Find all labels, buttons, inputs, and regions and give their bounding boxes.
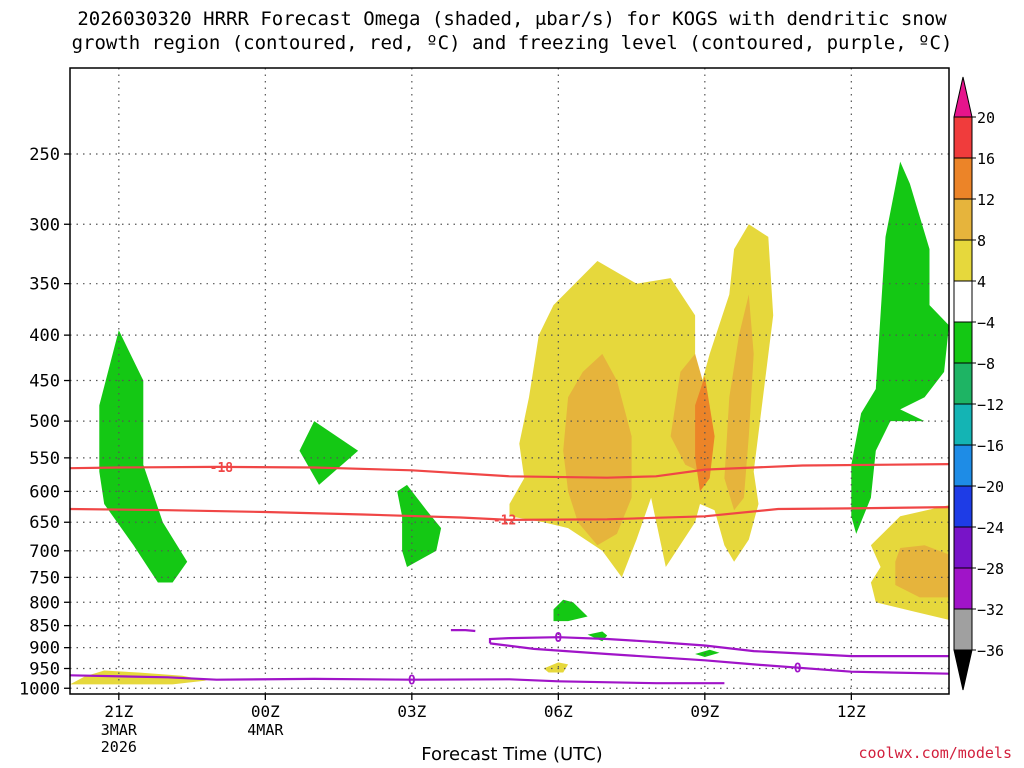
contour-line-2 [70, 674, 725, 685]
contour-line-1 [70, 506, 949, 522]
contour-line-3 [488, 636, 949, 658]
colorbar-swatch-1 [953, 157, 973, 200]
chart-subtitle: growth region (contoured, red, ºC) and f… [71, 32, 953, 54]
x-axis-label: Forecast Time (UTC) [421, 744, 603, 765]
x-tick-date-3: 4MAR [247, 721, 284, 739]
colorbar-swatch-5 [953, 321, 973, 364]
colorbar-label-9: −20 [977, 478, 1004, 496]
y-tick-label-950: 950 [29, 659, 60, 679]
colorbar-label-4: 4 [977, 273, 986, 291]
omega-region-13 [724, 294, 754, 511]
colorbar-swatch-2 [953, 198, 973, 241]
y-tick-label-700: 700 [29, 542, 60, 562]
x-tick-label-0: 21Z [104, 702, 133, 721]
colorbar-swatch-6 [953, 362, 973, 405]
colorbar-label-7: −12 [977, 396, 1004, 414]
plot-area [70, 68, 949, 694]
y-tick-label-550: 550 [29, 449, 60, 469]
x-tick-label-3: 00Z [251, 702, 280, 721]
y-tick-label-350: 350 [29, 275, 60, 295]
colorbar-swatch-11 [953, 567, 973, 610]
x-tick-date-0: 3MAR [101, 721, 138, 739]
y-tick-label-600: 600 [29, 482, 60, 502]
colorbar-swatch-3 [953, 239, 973, 282]
x-tick-label-15: 12Z [837, 702, 866, 721]
y-tick-label-250: 250 [29, 145, 60, 165]
y-tick-label-900: 900 [29, 639, 60, 659]
omega-region-2 [397, 484, 442, 567]
contour-line-4 [489, 642, 949, 675]
omega-region-14 [895, 545, 949, 598]
x-tick-label-6: 03Z [397, 702, 426, 721]
omega-region-5 [695, 649, 720, 657]
colorbar-swatch-7 [953, 403, 973, 446]
y-tick-label-1000: 1000 [19, 679, 60, 699]
colorbar-label-5: −4 [977, 314, 995, 332]
y-tick-label-750: 750 [29, 568, 60, 588]
credit-text[interactable]: coolwx.com/models [858, 744, 1012, 762]
contour-line-0 [70, 463, 949, 479]
colorbar-label-10: −24 [977, 519, 1004, 537]
x-tick-label-12: 09Z [690, 702, 719, 721]
colorbar-swatch-9 [953, 485, 973, 528]
colorbar-swatch-8 [953, 444, 973, 487]
x-tick-label-9: 06Z [544, 702, 573, 721]
y-tick-label-650: 650 [29, 513, 60, 533]
y-tick-label-800: 800 [29, 593, 60, 613]
plot-layer: -18 -12 0 0 0 [70, 68, 949, 694]
colorbar-swatch-4 [953, 280, 973, 323]
y-tick-label-850: 850 [29, 617, 60, 637]
colorbar-swatch-0 [953, 116, 973, 159]
omega-region-10 [543, 662, 569, 673]
x-tick-year-0: 2026 [101, 738, 137, 756]
y-tick-label-300: 300 [29, 215, 60, 235]
contour-label-1: -12 [493, 514, 516, 529]
colorbar-label-2: 12 [977, 191, 995, 209]
contour-label-0: -18 [210, 461, 234, 476]
contour-label-2: 0 [408, 674, 416, 689]
colorbar-label-8: −16 [977, 437, 1004, 455]
colorbar-label-13: −36 [977, 642, 1004, 660]
colorbar-bottom-arrow [953, 649, 973, 691]
y-tick-label-450: 450 [29, 372, 60, 392]
chart-title: 2026030320 HRRR Forecast Omega (shaded, … [77, 8, 947, 30]
colorbar-label-12: −32 [977, 601, 1004, 619]
omega-region-15 [695, 376, 715, 492]
y-tick-label-500: 500 [29, 412, 60, 432]
colorbar-label-0: 20 [977, 109, 995, 127]
contour-label-4: 0 [794, 662, 802, 677]
contour-line-5 [450, 629, 476, 633]
omega-region-11 [563, 353, 632, 546]
omega-region-3 [553, 599, 588, 622]
colorbar-swatch-12 [953, 608, 973, 651]
colorbar-label-3: 8 [977, 232, 986, 250]
contour-label-3: 0 [554, 631, 562, 646]
colorbar-swatch-10 [953, 526, 973, 569]
colorbar-top-arrow [953, 76, 973, 118]
omega-region-6 [851, 161, 949, 534]
omega-region-0 [99, 330, 188, 583]
omega-region-1 [299, 421, 359, 485]
colorbar-label-6: −8 [977, 355, 995, 373]
colorbar-label-1: 16 [977, 150, 995, 168]
colorbar-label-11: −28 [977, 560, 1004, 578]
y-tick-label-400: 400 [29, 326, 60, 346]
